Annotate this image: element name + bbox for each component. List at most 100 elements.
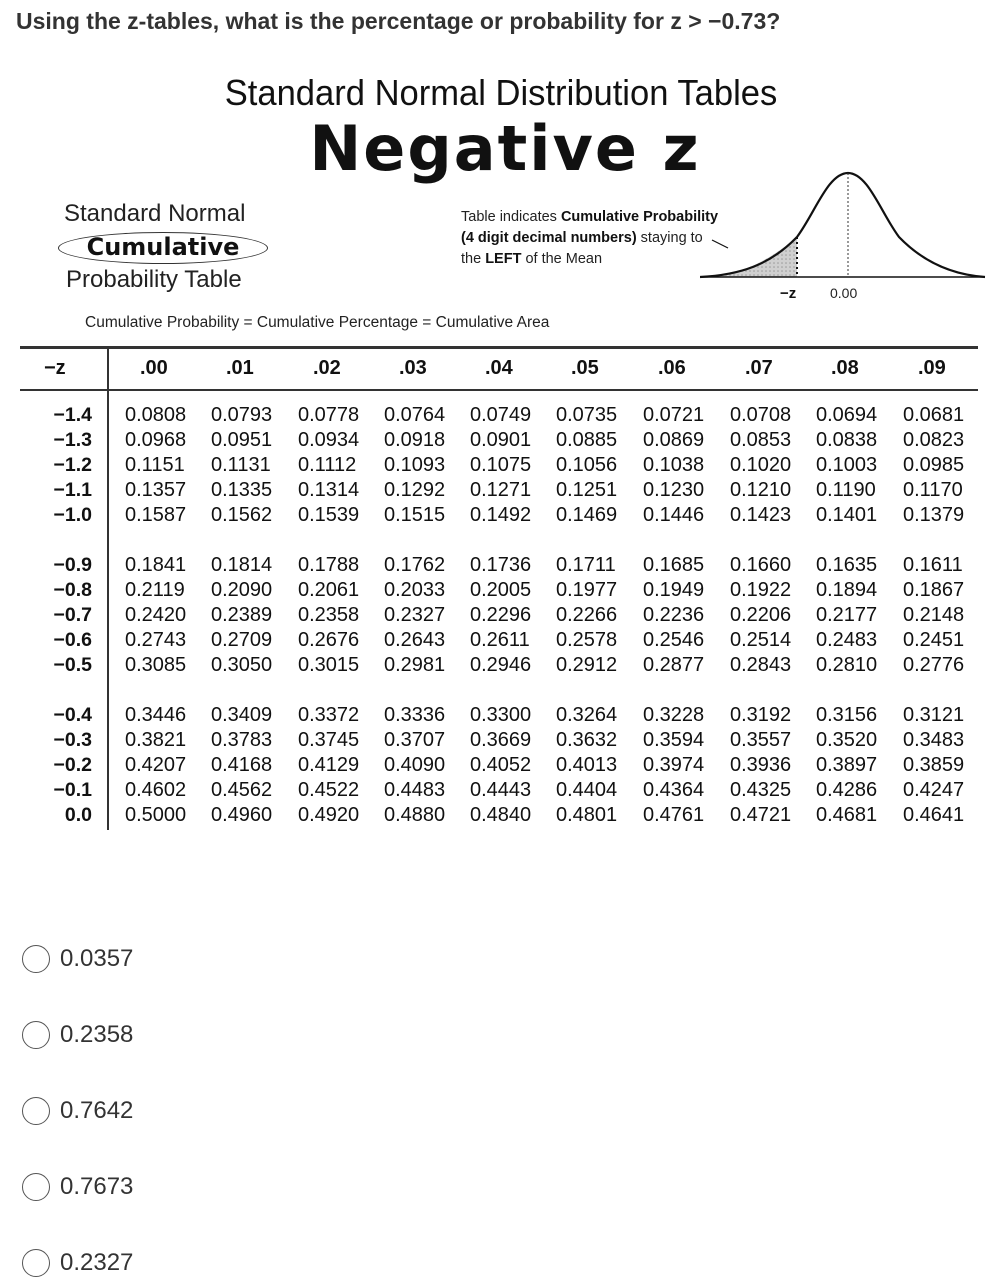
- table-cell: 0.4364: [643, 779, 705, 801]
- table-cell: 0.2119: [125, 579, 185, 601]
- table-cell: 0.1685: [643, 554, 705, 576]
- answer-option-label[interactable]: 0.0357: [60, 945, 134, 972]
- note-text: staying to: [636, 230, 703, 246]
- row-z-label: −1.0: [53, 504, 93, 526]
- table-cell: 0.2843: [730, 654, 792, 676]
- table-cell: 0.3156: [816, 704, 878, 726]
- answer-option-label[interactable]: 0.2327: [60, 1249, 134, 1276]
- table-cell: 0.1492: [470, 504, 532, 526]
- table-cell: 0.1151: [125, 454, 185, 476]
- table-cell: 0.2946: [470, 654, 532, 676]
- table-cell: 0.4840: [470, 804, 532, 826]
- table-cell: 0.1867: [903, 579, 965, 601]
- table-cell: 0.4880: [384, 804, 446, 826]
- column-header: .05: [571, 357, 599, 379]
- radio-button[interactable]: [22, 1021, 50, 1049]
- column-header: .09: [918, 357, 946, 379]
- answer-option[interactable]: 0.7673: [22, 1172, 133, 1202]
- table-cell: 0.4168: [211, 754, 273, 776]
- table-cell: 0.4247: [903, 779, 965, 801]
- table-cell: 0.4129: [298, 754, 360, 776]
- answer-option[interactable]: 0.7642: [22, 1096, 133, 1126]
- curve-z-label: −z: [780, 285, 796, 302]
- table-cell: 0.1210: [730, 479, 792, 501]
- table-cell: 0.2358: [298, 604, 360, 626]
- label-standard-normal: Standard Normal: [64, 200, 246, 227]
- table-cell: 0.1401: [816, 504, 878, 526]
- table-cell: 0.2643: [384, 629, 446, 651]
- table-cell: 0.2709: [211, 629, 273, 651]
- radio-button[interactable]: [22, 945, 50, 973]
- row-z-label: −0.8: [53, 579, 93, 601]
- curve-mean-label: 0.00: [830, 285, 857, 301]
- table-cell: 0.1515: [384, 504, 446, 526]
- table-cell: 0.4207: [125, 754, 187, 776]
- table-cell: 0.4013: [556, 754, 618, 776]
- table-cell: 0.3557: [730, 729, 792, 751]
- radio-button[interactable]: [22, 1097, 50, 1125]
- table-cell: 0.0934: [298, 429, 360, 451]
- table-subtitle: Negative z: [309, 112, 701, 185]
- table-cell: 0.3707: [384, 729, 446, 751]
- table-cell: 0.4325: [730, 779, 792, 801]
- row-z-label: −0.7: [53, 604, 93, 626]
- table-cell: 0.4761: [643, 804, 705, 826]
- radio-button[interactable]: [22, 1173, 50, 1201]
- row-z-label: −1.2: [53, 454, 93, 476]
- table-cell: 0.0735: [556, 404, 618, 426]
- table-cell: 0.3228: [643, 704, 705, 726]
- table-cell: 0.1251: [556, 479, 618, 501]
- column-header: .07: [745, 357, 773, 379]
- label-probability-table: Probability Table: [66, 266, 242, 293]
- table-cell: 0.4522: [298, 779, 360, 801]
- table-cell: 0.1038: [643, 454, 705, 476]
- row-z-label: −1.1: [53, 479, 93, 501]
- table-cell: 0.4052: [470, 754, 532, 776]
- normal-curve-illustration: −z 0.00: [700, 171, 986, 302]
- answer-option-label[interactable]: 0.2358: [60, 1021, 134, 1048]
- table-cell: 0.0853: [730, 429, 792, 451]
- column-header: .08: [831, 357, 859, 379]
- answer-option-label[interactable]: 0.7642: [60, 1097, 134, 1124]
- table-cell: 0.2776: [903, 654, 965, 676]
- answer-option-label[interactable]: 0.7673: [60, 1173, 134, 1200]
- table-cell: 0.5000: [125, 804, 187, 826]
- table-cell: 0.1357: [125, 479, 187, 501]
- answer-option[interactable]: 0.2327: [22, 1248, 133, 1278]
- table-cell: 0.2981: [384, 654, 446, 676]
- column-header: .04: [485, 357, 513, 379]
- table-cell: 0.4721: [730, 804, 792, 826]
- answer-option[interactable]: 0.2358: [22, 1020, 133, 1050]
- table-cell: 0.2090: [211, 579, 273, 601]
- table-title: Standard Normal Distribution Tables: [224, 72, 778, 113]
- table-cell: 0.4562: [211, 779, 273, 801]
- table-cell: 0.1093: [384, 454, 446, 476]
- table-cell: 0.0694: [816, 404, 878, 426]
- table-cell: 0.4286: [816, 779, 878, 801]
- note-bold: LEFT: [485, 251, 522, 267]
- table-cell: 0.1736: [470, 554, 532, 576]
- table-cell: 0.1170: [903, 479, 963, 501]
- row-z-label: −1.3: [53, 429, 93, 451]
- table-cell: 0.0721: [643, 404, 705, 426]
- table-cell: 0.3897: [816, 754, 878, 776]
- table-cell: 0.0823: [903, 429, 965, 451]
- table-cell: 0.3859: [903, 754, 965, 776]
- table-cell: 0.0985: [903, 454, 965, 476]
- bell-curve: [700, 171, 986, 279]
- table-cell: 0.3936: [730, 754, 792, 776]
- table-cell: 0.2877: [643, 654, 705, 676]
- table-cell: 0.2005: [470, 579, 532, 601]
- table-cell: 0.1112: [298, 454, 357, 476]
- table-cell: 0.2810: [816, 654, 878, 676]
- table-cell: 0.3974: [643, 754, 705, 776]
- column-header: .00: [140, 357, 168, 379]
- note-text: the: [461, 251, 486, 267]
- table-cell: 0.0918: [384, 429, 446, 451]
- answer-option[interactable]: 0.0357: [22, 944, 133, 974]
- table-cell: 0.1949: [643, 579, 705, 601]
- row-z-label: −0.3: [53, 729, 93, 751]
- radio-button[interactable]: [22, 1249, 50, 1277]
- table-cell: 0.1762: [384, 554, 446, 576]
- column-header: .03: [399, 357, 427, 379]
